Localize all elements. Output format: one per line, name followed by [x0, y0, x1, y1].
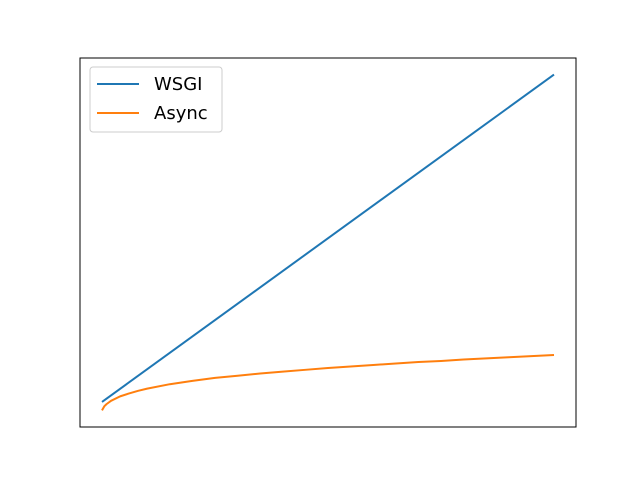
plot-frame [79, 57, 577, 428]
legend-label-wsgi: WSGI [154, 74, 202, 95]
series-layer [101, 73, 555, 411]
series-line-async [101, 354, 555, 411]
series-line-wsgi [101, 73, 555, 403]
legend-label-async: Async [154, 103, 208, 124]
legend: WSGI Async [89, 66, 223, 133]
